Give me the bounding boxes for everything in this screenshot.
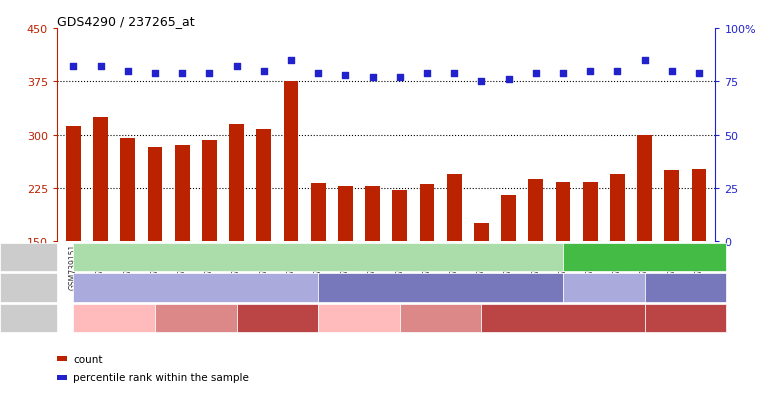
Bar: [229, 125, 244, 242]
Point: [312, 70, 324, 77]
Point: [393, 74, 406, 81]
Text: day 4: day 4: [182, 313, 209, 323]
Text: day 2: day 2: [345, 313, 373, 323]
Point: [666, 68, 678, 75]
Text: count: count: [73, 354, 103, 364]
Text: control: control: [587, 283, 621, 293]
Bar: [120, 139, 135, 242]
Point: [339, 72, 352, 79]
Point: [502, 77, 514, 83]
Point: [203, 70, 215, 77]
Bar: [310, 183, 326, 242]
Bar: [419, 185, 435, 242]
Bar: [284, 81, 298, 242]
Bar: [637, 135, 652, 242]
Point: [557, 70, 569, 77]
Text: day 2: day 2: [100, 313, 128, 323]
Text: day 6: day 6: [264, 313, 291, 323]
Point: [94, 64, 107, 71]
Bar: [501, 195, 516, 242]
Bar: [365, 186, 380, 242]
Point: [584, 68, 597, 75]
Bar: [148, 147, 163, 242]
Text: EPZ004777: EPZ004777: [412, 283, 469, 293]
Bar: [93, 118, 108, 242]
Text: MOLM-13: MOLM-13: [622, 253, 667, 263]
Point: [693, 70, 705, 77]
Text: percentile rank within the sample: percentile rank within the sample: [73, 373, 249, 382]
Bar: [556, 183, 571, 242]
Bar: [664, 171, 680, 242]
Text: cell line ▶: cell line ▶: [5, 253, 53, 263]
Point: [611, 68, 623, 75]
Point: [258, 68, 270, 75]
Point: [476, 79, 488, 85]
Text: GDS4290 / 237265_at: GDS4290 / 237265_at: [57, 15, 195, 28]
Bar: [66, 127, 81, 242]
Text: day 6: day 6: [672, 313, 699, 323]
Point: [67, 64, 79, 71]
Point: [530, 70, 542, 77]
Point: [367, 74, 379, 81]
Text: MV4-11: MV4-11: [300, 253, 336, 263]
Bar: [528, 180, 543, 242]
Point: [122, 68, 134, 75]
Bar: [202, 140, 217, 242]
Bar: [393, 190, 407, 242]
Point: [176, 70, 188, 77]
Text: day 6: day 6: [549, 313, 577, 323]
Point: [285, 57, 297, 64]
Text: EPZ004777: EPZ004777: [658, 283, 713, 293]
Bar: [692, 169, 706, 242]
Text: day 4: day 4: [427, 313, 454, 323]
Bar: [583, 183, 597, 242]
Text: control: control: [179, 283, 212, 293]
Text: agent ▶: agent ▶: [9, 283, 48, 293]
Point: [421, 70, 433, 77]
Bar: [338, 186, 353, 242]
Bar: [175, 146, 189, 242]
Text: time ▶: time ▶: [12, 313, 45, 323]
Bar: [610, 174, 625, 242]
Bar: [256, 130, 271, 242]
Point: [149, 70, 161, 77]
Bar: [474, 224, 489, 242]
Point: [638, 57, 651, 64]
Bar: [447, 174, 462, 242]
Point: [448, 70, 460, 77]
Point: [231, 64, 243, 71]
